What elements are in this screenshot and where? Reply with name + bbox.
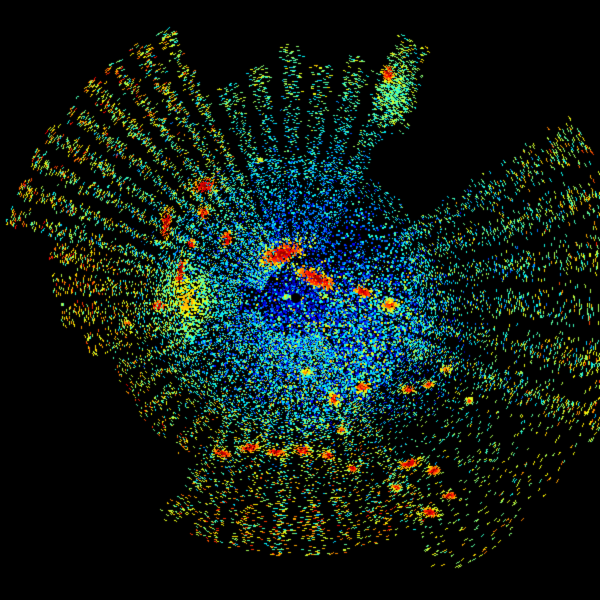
galaxy-survey-map — [0, 0, 600, 600]
scatter-canvas — [0, 0, 600, 600]
